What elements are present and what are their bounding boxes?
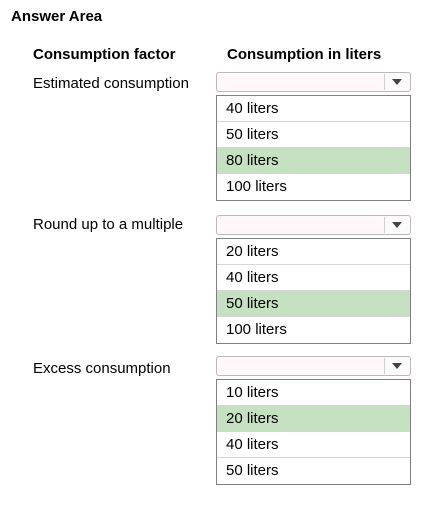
dropdown-option[interactable]: 40 liters (217, 265, 410, 291)
dropdown-option[interactable]: 40 liters (217, 96, 410, 122)
dropdown-option[interactable]: 100 liters (226, 321, 287, 338)
dropdown-excess-consumption: 10 liters 20 liters 40 liters 50 liters (216, 356, 411, 485)
chevron-down-icon (392, 79, 402, 85)
answer-area-title: Answer Area (11, 8, 103, 25)
dropdown-option[interactable]: 50 liters (226, 462, 279, 479)
dropdown-round-up-to-a-multiple: 20 liters 40 liters 50 liters 100 liters (216, 215, 411, 344)
factor-label-estimated-consumption: Estimated consumption (33, 75, 189, 92)
dropdown-arrow-button[interactable] (384, 74, 408, 90)
header-consumption-factor: Consumption factor (33, 46, 176, 63)
dropdown-option[interactable]: 50 liters (217, 122, 410, 148)
dropdown-select-round-up-to-a-multiple[interactable] (216, 215, 411, 235)
dropdown-option[interactable]: 10 liters (217, 380, 410, 406)
header-consumption-in-liters: Consumption in liters (227, 46, 382, 63)
chevron-down-icon (392, 222, 402, 228)
factor-label-round-up-to-a-multiple: Round up to a multiple (33, 216, 184, 233)
dropdown-select-excess-consumption[interactable] (216, 356, 411, 376)
factor-label-excess-consumption: Excess consumption (33, 360, 171, 377)
dropdown-select-estimated-consumption[interactable] (216, 72, 411, 92)
dropdown-option-selected[interactable]: 20 liters (217, 406, 410, 432)
dropdown-option[interactable]: 40 liters (217, 432, 410, 458)
dropdown-list: 40 liters 50 liters 80 liters 100 liters (216, 95, 411, 201)
dropdown-option[interactable]: 20 liters (217, 239, 410, 265)
dropdown-option-selected[interactable]: 80 liters (217, 148, 410, 174)
dropdown-option[interactable]: 100 liters (226, 178, 287, 195)
dropdown-arrow-button[interactable] (384, 217, 408, 233)
dropdown-list: 10 liters 20 liters 40 liters 50 liters (216, 379, 411, 485)
dropdown-estimated-consumption: 40 liters 50 liters 80 liters 100 liters (216, 72, 411, 201)
dropdown-list: 20 liters 40 liters 50 liters 100 liters (216, 238, 411, 344)
dropdown-option-selected[interactable]: 50 liters (217, 291, 410, 317)
dropdown-arrow-button[interactable] (384, 358, 408, 374)
chevron-down-icon (392, 363, 402, 369)
